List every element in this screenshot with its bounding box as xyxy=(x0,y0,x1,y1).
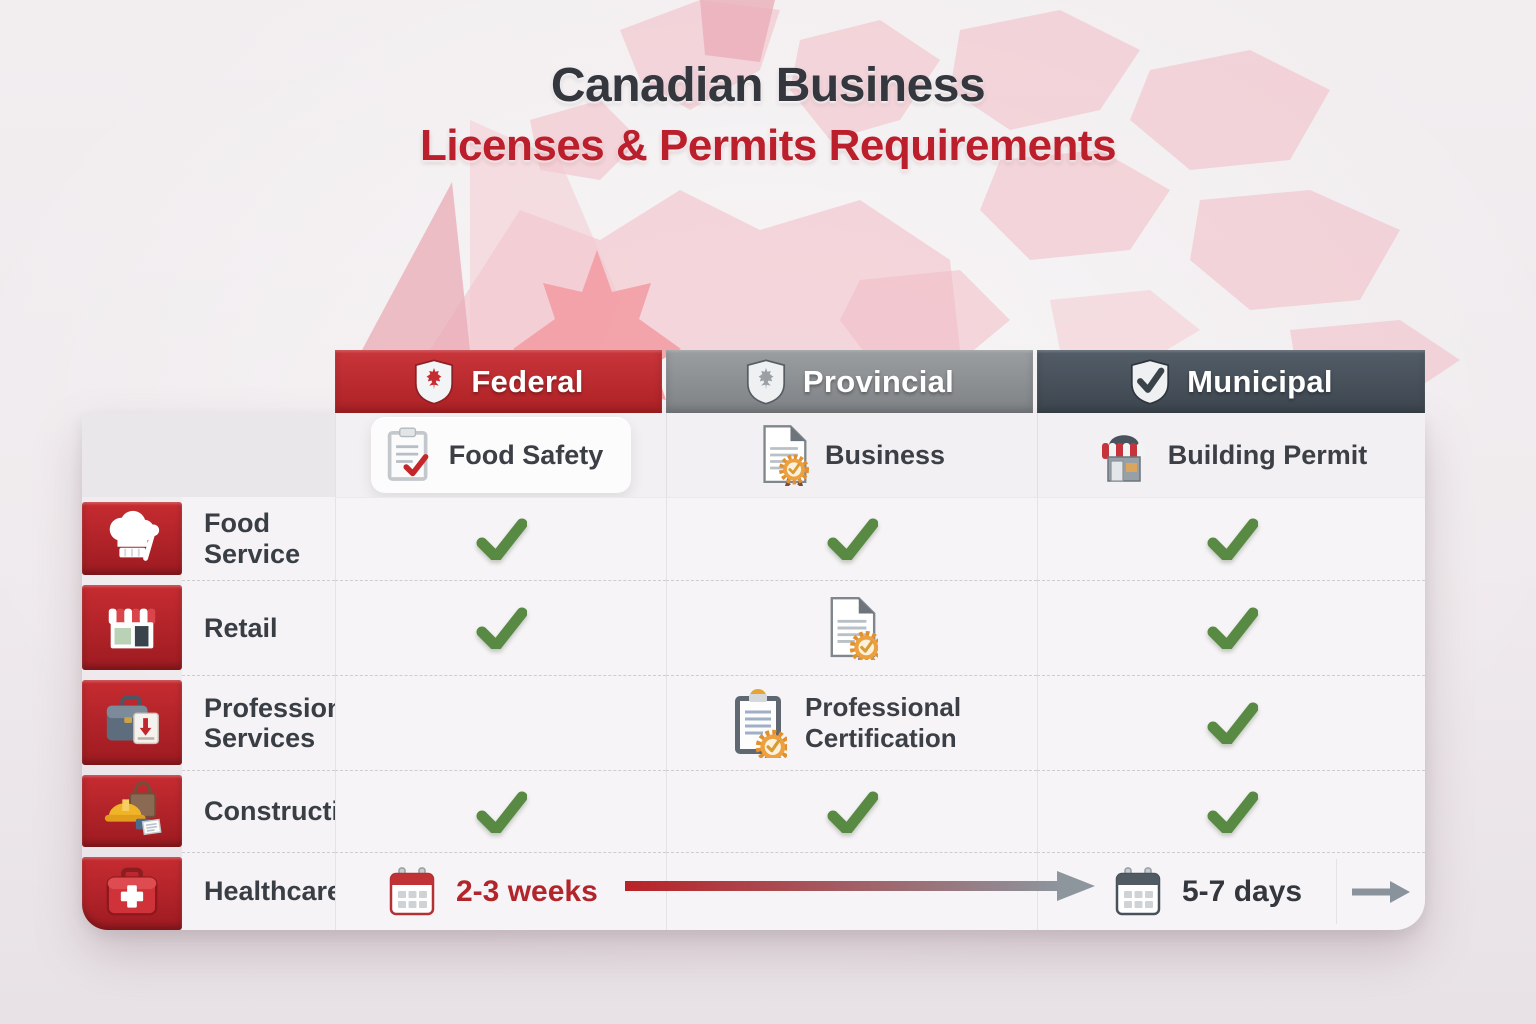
column-header-federal: Federal xyxy=(335,350,662,413)
green-checkmark-icon xyxy=(1206,518,1258,560)
first-aid-kit-icon xyxy=(106,867,158,916)
briefcase-icon xyxy=(106,695,159,744)
category-tile-professional-services xyxy=(82,680,182,765)
subheader-spacer xyxy=(82,413,335,497)
shield-maple-leaf-icon xyxy=(746,358,785,405)
chef-hat-icon xyxy=(109,510,160,561)
cell-food-service-municipal xyxy=(1037,497,1425,580)
category-label-healthcare: Healthcare xyxy=(182,852,342,930)
category-label-retail: Retail xyxy=(182,580,335,675)
clipboard-checkmark-icon xyxy=(387,427,429,481)
permit-type-label: Building Permit xyxy=(1167,439,1368,470)
green-checkmark-icon xyxy=(826,791,878,833)
category-tile-food-service xyxy=(82,502,182,575)
category-tile-construction xyxy=(82,775,182,847)
cell-food-service-provincial xyxy=(666,497,1037,580)
cell-healthcare-federal-timeline: 2-3 weeks xyxy=(335,852,666,930)
green-checkmark-icon xyxy=(475,607,527,649)
cell-professional-services-provincial: Professional Certification xyxy=(666,675,1037,770)
column-header-label: Federal xyxy=(471,363,584,399)
green-checkmark-icon xyxy=(826,518,878,560)
cell-construction-provincial xyxy=(666,770,1037,852)
cell-healthcare-municipal-timeline: 5-7 days xyxy=(1037,852,1425,930)
storefront-icon xyxy=(108,608,156,648)
permit-type-label: Food Safety xyxy=(448,439,604,470)
shield-maple-leaf-icon xyxy=(415,358,454,405)
green-checkmark-icon xyxy=(475,518,527,560)
cell-food-service-federal xyxy=(335,497,666,580)
column-header-label: Municipal xyxy=(1187,363,1333,399)
processing-time-federal: 2-3 weeks xyxy=(456,874,598,908)
cell-retail-provincial xyxy=(666,580,1037,675)
column-header-provincial: Provincial xyxy=(666,350,1033,413)
cell-retail-municipal xyxy=(1037,580,1425,675)
cell-divider xyxy=(1336,859,1337,924)
page-title: Canadian Business Licenses & Permits Req… xyxy=(0,58,1536,171)
category-tile-retail xyxy=(82,585,182,670)
title-line-2: Licenses & Permits Requirements xyxy=(419,121,1117,170)
category-label-food-service: Food Service xyxy=(182,497,335,580)
green-checkmark-icon xyxy=(1206,791,1258,833)
permit-type-label: Business xyxy=(824,439,946,470)
licenses-permits-table: Federal Provincial Municipal xyxy=(82,350,1425,930)
cell-construction-federal xyxy=(335,770,666,852)
arrow-right-icon xyxy=(1352,880,1410,903)
green-checkmark-icon xyxy=(1206,607,1258,649)
permit-type-food-safety: Food Safety xyxy=(335,413,666,497)
category-label-professional-services: Professional Services xyxy=(182,675,366,770)
title-line-1: Canadian Business xyxy=(550,59,986,112)
shield-checkmark-icon xyxy=(1131,358,1170,405)
green-checkmark-icon xyxy=(475,791,527,833)
cell-professional-services-federal xyxy=(335,675,666,770)
permit-type-business: Business xyxy=(666,413,1037,497)
food-safety-card: Food Safety xyxy=(370,417,632,493)
cell-healthcare-provincial xyxy=(666,852,1037,930)
document-seal-icon xyxy=(830,596,878,660)
document-seal-icon xyxy=(763,425,809,486)
cell-retail-federal xyxy=(335,580,666,675)
permit-type-building-permit: Building Permit xyxy=(1037,413,1425,497)
cell-note: Professional Certification xyxy=(805,692,962,753)
calendar-icon xyxy=(389,866,435,915)
column-header-label: Provincial xyxy=(802,363,955,399)
hard-hat-toolbox-icon xyxy=(104,781,162,836)
category-label-construction: Construction xyxy=(182,770,372,852)
storefront-icon xyxy=(1101,435,1145,482)
clipboard-seal-icon xyxy=(735,689,787,758)
calendar-icon xyxy=(1115,866,1161,915)
cell-construction-municipal xyxy=(1037,770,1425,852)
category-tile-healthcare xyxy=(82,857,182,930)
column-header-municipal: Municipal xyxy=(1037,350,1425,413)
cell-professional-services-municipal xyxy=(1037,675,1425,770)
green-checkmark-icon xyxy=(1206,702,1258,744)
processing-time-municipal: 5-7 days xyxy=(1182,874,1303,908)
